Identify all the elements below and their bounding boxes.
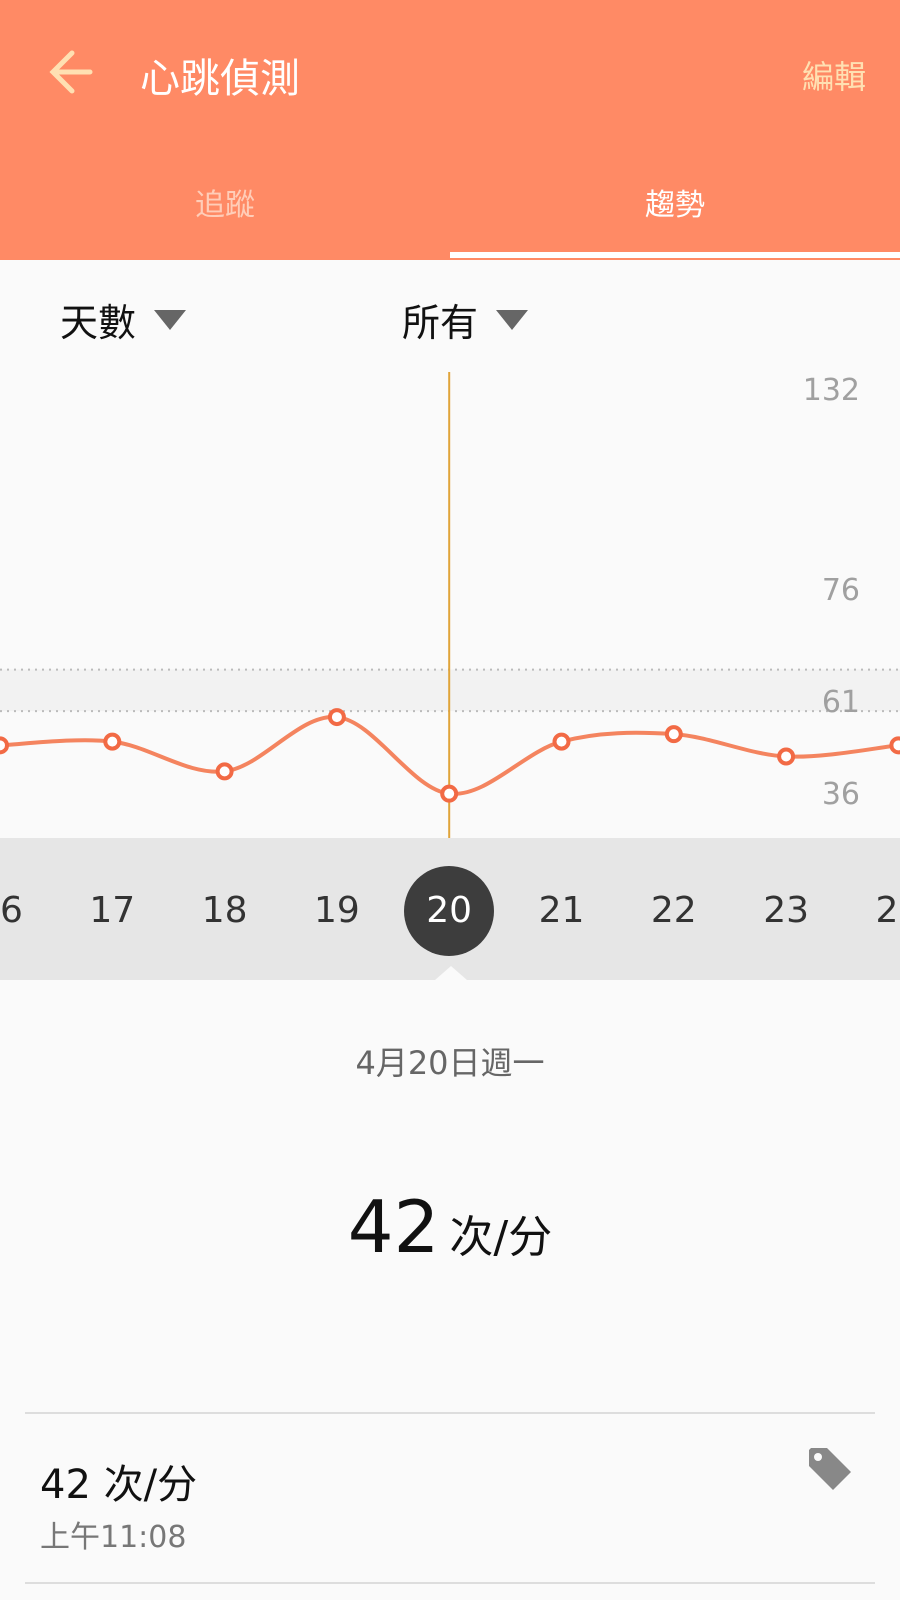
selected-date: 4月20日週一: [355, 1044, 545, 1082]
y-tick-label: 36: [822, 777, 860, 812]
data-point: [664, 725, 683, 744]
data-point: [440, 784, 459, 803]
selected-value: 42 次/分: [0, 1185, 900, 1269]
day-17[interactable]: 17: [89, 890, 136, 931]
period-value: 天數: [60, 301, 137, 345]
day-18[interactable]: 18: [201, 890, 248, 931]
type-dropdown[interactable]: 所有: [402, 292, 529, 347]
page-title: 心跳偵測: [140, 56, 300, 102]
tag-icon[interactable]: [805, 1444, 855, 1494]
record-value: 42 次/分: [40, 1462, 198, 1508]
data-point: [552, 732, 571, 751]
edit-button[interactable]: 編輯: [801, 58, 866, 96]
caret-down-icon: [496, 309, 529, 330]
selection-pointer: [435, 966, 467, 980]
day-20[interactable]: 20: [404, 866, 495, 956]
tab-tracking[interactable]: 追蹤: [195, 188, 255, 223]
heart-rate-chart[interactable]: 132 76 61 36: [0, 360, 900, 838]
data-point: [327, 708, 346, 727]
day-23[interactable]: 23: [763, 890, 809, 931]
app-header: 心跳偵測 編輯 追蹤 趨勢: [0, 0, 900, 260]
data-point: [103, 732, 122, 751]
day-24[interactable]: 24: [875, 890, 900, 931]
data-point: [0, 736, 9, 755]
arrow-left-icon[interactable]: [46, 44, 96, 100]
y-tick-label: 76: [822, 573, 860, 608]
period-dropdown[interactable]: 天數: [60, 292, 187, 347]
data-point: [889, 736, 900, 755]
record-time: 上午11:08: [40, 1520, 187, 1555]
day-16[interactable]: 16: [0, 890, 23, 931]
day-19[interactable]: 19: [313, 890, 360, 931]
tab-trends[interactable]: 趨勢: [645, 188, 705, 223]
divider: [25, 1582, 875, 1584]
day-22[interactable]: 22: [650, 890, 697, 931]
y-tick-label: 132: [803, 373, 860, 408]
divider: [25, 1412, 875, 1414]
caret-down-icon: [154, 309, 187, 330]
day-21[interactable]: 21: [538, 890, 585, 931]
data-point: [777, 747, 796, 766]
type-value: 所有: [402, 301, 479, 345]
value-number: 42: [347, 1185, 440, 1269]
data-point: [215, 762, 234, 781]
active-tab-indicator: [450, 252, 900, 258]
value-unit: 次/分: [449, 1212, 553, 1263]
y-tick-label: 61: [822, 685, 860, 720]
